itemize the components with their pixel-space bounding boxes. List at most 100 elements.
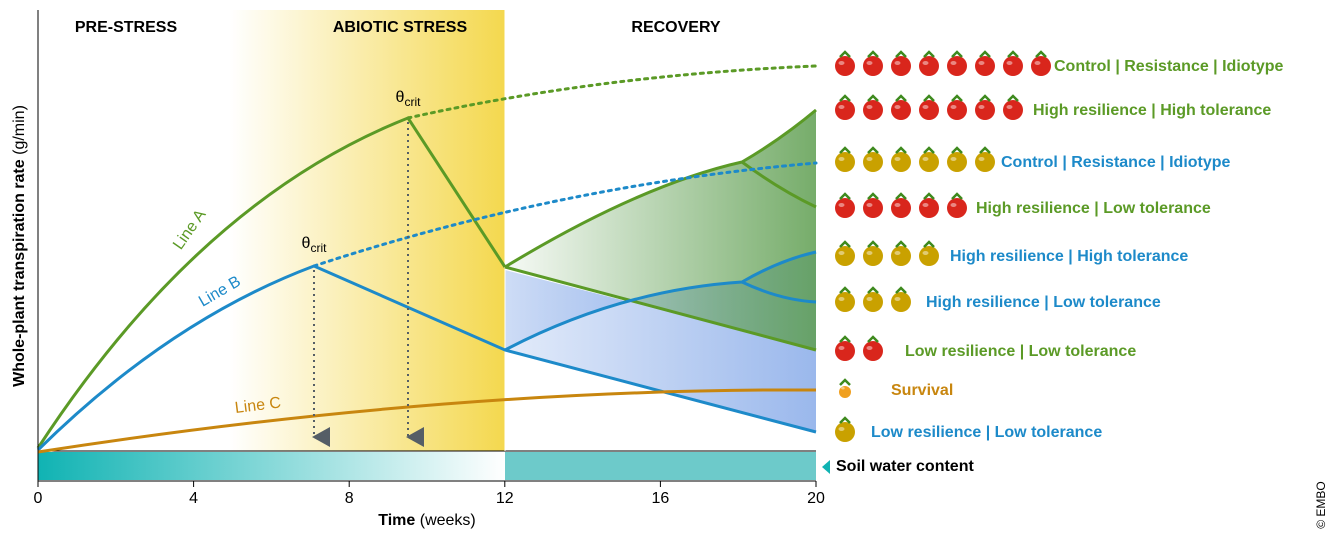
fruit-shine — [895, 251, 901, 255]
fruit — [975, 148, 995, 172]
fruit-shine — [923, 105, 929, 109]
fruit-shine — [839, 297, 845, 301]
fruit — [919, 242, 939, 266]
fruit-shine — [979, 157, 985, 161]
outcome-label: Control | Resistance | Idiotype — [1001, 154, 1231, 171]
outcome-label: Low resilience | Low tolerance — [871, 424, 1102, 441]
fruit-shine — [923, 157, 929, 161]
x-label-main: Time — [378, 512, 415, 529]
fruit-body — [863, 56, 883, 76]
fruit-body — [975, 152, 995, 172]
soil-bar — [38, 452, 505, 480]
fruit — [863, 337, 883, 361]
fruit-body — [1003, 100, 1023, 120]
fruit-shine — [839, 251, 845, 255]
fruit — [919, 52, 939, 76]
x-tick-label: 0 — [34, 490, 43, 507]
fruit-body — [891, 198, 911, 218]
y-axis-label: Whole-plant transpiration rate (g/min) — [11, 105, 28, 387]
x-label-unit: (weeks) — [420, 512, 476, 529]
fruit-body — [947, 152, 967, 172]
fruit-shine — [895, 61, 901, 65]
fruit — [891, 96, 911, 120]
fruit — [835, 148, 855, 172]
fruit-shine — [867, 61, 873, 65]
fruit-shine — [841, 387, 845, 389]
fruit-body — [1031, 56, 1051, 76]
soil-marker — [822, 460, 830, 474]
fruit-shine — [895, 157, 901, 161]
fruit-shine — [951, 157, 957, 161]
outcome-label: Low resilience | Low tolerance — [905, 343, 1136, 360]
fruit-body — [891, 246, 911, 266]
fruit-shine — [867, 297, 873, 301]
fruit — [891, 242, 911, 266]
stress-band — [230, 10, 505, 451]
y-label-unit: (g/min) — [11, 105, 28, 155]
fruit-body — [1003, 56, 1023, 76]
fruit-body — [863, 100, 883, 120]
fruit-body — [891, 56, 911, 76]
fruit-shine — [839, 203, 845, 207]
fruit-shine — [1007, 61, 1013, 65]
fruit-body — [919, 246, 939, 266]
theta: θ — [396, 89, 405, 106]
phase-label: PRE-STRESS — [75, 19, 178, 36]
fruit-shine — [923, 203, 929, 207]
x-axis-label: Time (weeks) — [378, 512, 476, 529]
fruit-shine — [895, 203, 901, 207]
subscript: crit — [310, 241, 327, 255]
fruit-body — [863, 246, 883, 266]
fruit — [835, 242, 855, 266]
fruit — [891, 194, 911, 218]
x-tick-label: 8 — [345, 490, 354, 507]
fruit — [863, 288, 883, 312]
fruit-shine — [923, 61, 929, 65]
x-ticks: 0 4 8 12 16 20 — [34, 481, 825, 507]
fruit — [1031, 52, 1051, 76]
fruit-shine — [839, 105, 845, 109]
fruit-body — [975, 100, 995, 120]
fruit-body — [947, 56, 967, 76]
x-tick-label: 4 — [189, 490, 198, 507]
outcome-label: High resilience | Low tolerance — [976, 200, 1211, 217]
x-tick-label: 16 — [652, 490, 670, 507]
y-label-main: Whole-plant transpiration rate — [11, 159, 28, 387]
fruit-body — [835, 152, 855, 172]
fruit-shine — [895, 105, 901, 109]
fruit-body — [863, 198, 883, 218]
fruit-shine — [1035, 61, 1041, 65]
fruit-shine — [867, 346, 873, 350]
soil-bar — [505, 452, 816, 480]
outcome-label: High resilience | High tolerance — [1033, 102, 1271, 119]
fruit-body — [835, 56, 855, 76]
fruit — [1003, 52, 1023, 76]
fruit — [891, 288, 911, 312]
x-tick-label: 20 — [807, 490, 825, 507]
fruit — [947, 194, 967, 218]
fruit — [863, 52, 883, 76]
fruit-body — [947, 100, 967, 120]
fruit — [839, 380, 851, 398]
fruit-body — [891, 292, 911, 312]
fruit — [919, 148, 939, 172]
outcome-label: High resilience | Low tolerance — [926, 294, 1161, 311]
fruit-shine — [867, 203, 873, 207]
fruit — [835, 418, 855, 442]
fruit-shine — [1007, 105, 1013, 109]
fruit-body — [835, 246, 855, 266]
credit: © EMBO — [1314, 481, 1328, 529]
fruit-body — [835, 100, 855, 120]
fruit-body — [919, 100, 939, 120]
fruit — [835, 194, 855, 218]
fruit — [835, 288, 855, 312]
x-tick-label: 12 — [496, 490, 514, 507]
fruit — [1003, 96, 1023, 120]
fruit-shine — [867, 105, 873, 109]
soil-label: Soil water content — [836, 458, 974, 475]
fruit-body — [919, 198, 939, 218]
fruit-shine — [867, 157, 873, 161]
fruit-body — [947, 198, 967, 218]
fruit-shine — [951, 203, 957, 207]
fruit-body — [835, 341, 855, 361]
